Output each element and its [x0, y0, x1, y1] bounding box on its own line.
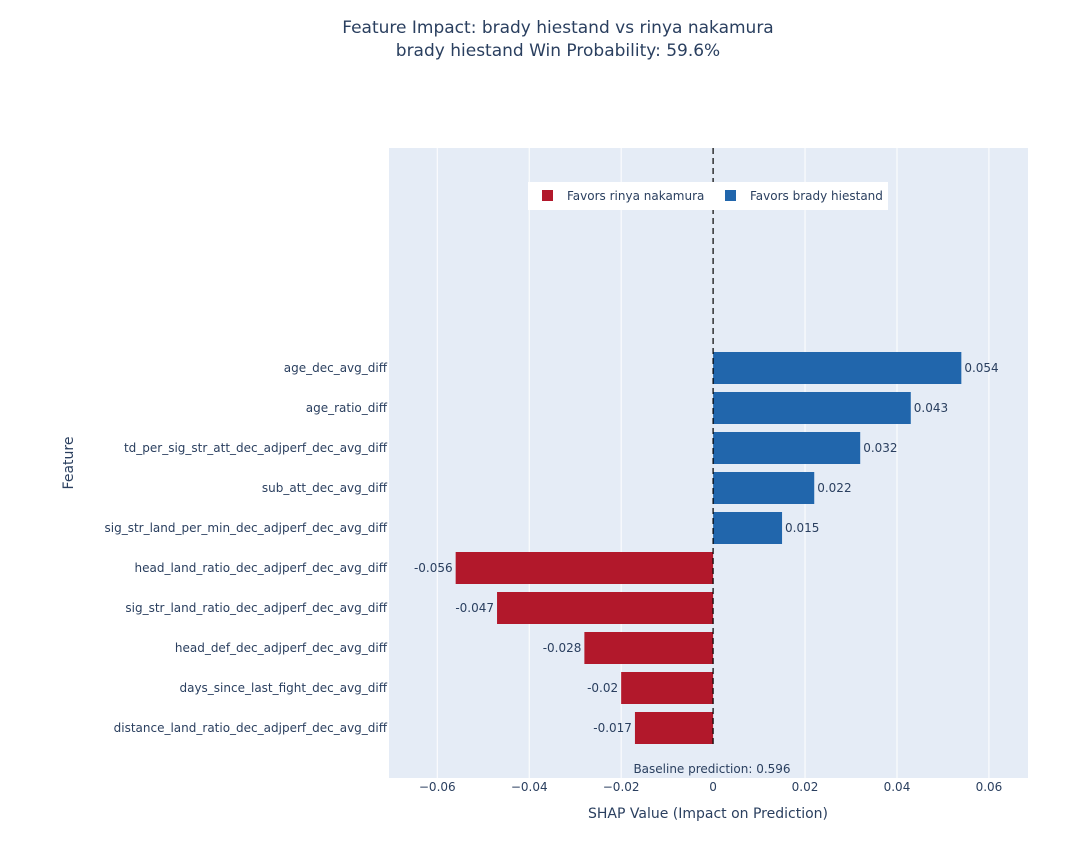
- bar: [713, 352, 962, 384]
- legend-swatch: [725, 190, 736, 201]
- legend-box: [528, 182, 888, 210]
- y-tick-label: sig_str_land_per_min_dec_adjperf_dec_avg…: [104, 521, 387, 535]
- bar-value-label: 0.015: [785, 521, 819, 535]
- bar: [455, 552, 714, 584]
- x-tick-label: 0: [709, 780, 717, 794]
- bar-value-label: -0.056: [414, 561, 453, 575]
- bars: [455, 352, 962, 744]
- bar: [713, 392, 911, 424]
- bar-value-label: -0.028: [543, 641, 582, 655]
- bar: [621, 672, 714, 704]
- bar-value-label: 0.043: [914, 401, 948, 415]
- labels: age_dec_avg_diff 0.054 age_ratio_diff 0.043…: [104, 361, 998, 735]
- bar-value-label: 0.032: [863, 441, 897, 455]
- bar-value-label: -0.017: [593, 721, 632, 735]
- legend[interactable]: Favors rinya nakamura Favors brady hiesta…: [528, 182, 888, 210]
- y-axis-title: Feature: [61, 437, 77, 490]
- bar: [584, 632, 714, 664]
- baseline-annotation: Baseline prediction: 0.596: [633, 762, 790, 776]
- bar-value-label: 0.022: [817, 481, 851, 495]
- bar: [634, 712, 714, 744]
- gridlines: −0.06 −0.04 −0.02 0 0.02 0.04 0.06: [419, 148, 1002, 794]
- x-tick-label: −0.06: [419, 780, 456, 794]
- y-tick-label: td_per_sig_str_att_dec_adjperf_dec_avg_d…: [124, 441, 388, 455]
- bar: [497, 592, 714, 624]
- y-tick-label: days_since_last_fight_dec_avg_diff: [179, 681, 387, 695]
- x-tick-label: −0.02: [603, 780, 640, 794]
- x-axis-title: SHAP Value (Impact on Prediction): [588, 806, 828, 822]
- bar-value-label: 0.054: [964, 361, 998, 375]
- legend-swatch: [542, 190, 553, 201]
- x-tick-label: −0.04: [511, 780, 548, 794]
- y-tick-label: distance_land_ratio_dec_adjperf_dec_avg_…: [114, 721, 388, 735]
- bar: [713, 432, 861, 464]
- y-tick-label: age_dec_avg_diff: [284, 361, 388, 375]
- legend-item-label: Favors brady hiestand: [750, 189, 883, 203]
- bar: [713, 512, 783, 544]
- chart-subtitle: brady hiestand Win Probability: 59.6%: [396, 41, 720, 61]
- y-tick-label: age_ratio_diff: [306, 401, 388, 415]
- x-tick-label: 0.04: [884, 780, 911, 794]
- x-tick-label: 0.06: [976, 780, 1003, 794]
- legend-item-label: Favors rinya nakamura: [567, 189, 704, 203]
- y-tick-label: sig_str_land_ratio_dec_adjperf_dec_avg_d…: [125, 601, 387, 615]
- chart-title: Feature Impact: brady hiestand vs rinya …: [342, 18, 773, 38]
- y-tick-label: head_def_dec_adjperf_dec_avg_diff: [175, 641, 388, 655]
- bar: [713, 472, 815, 504]
- x-tick-label: 0.02: [792, 780, 819, 794]
- y-tick-label: head_land_ratio_dec_adjperf_dec_avg_diff: [135, 561, 388, 575]
- y-tick-label: sub_att_dec_avg_diff: [262, 481, 388, 495]
- bar-value-label: -0.02: [587, 681, 618, 695]
- bar-value-label: -0.047: [455, 601, 494, 615]
